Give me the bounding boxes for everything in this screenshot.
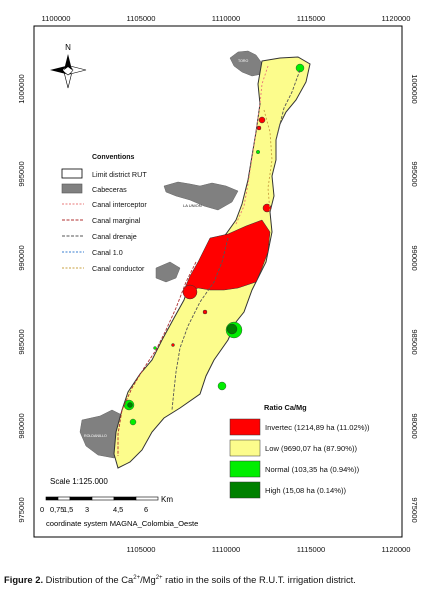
caption-prefix: Figure 2. xyxy=(4,574,44,585)
ratio-legend-item: Low (9690,07 ha (87.90%)) xyxy=(265,444,357,453)
conventions-title: Conventions xyxy=(92,154,134,161)
canal-drenaje-line xyxy=(171,237,229,411)
ratio-legend-item: Normal (103,35 ha (0.94%)) xyxy=(265,465,360,474)
map-figure: 1100000 1105000 1110000 1115000 1120000 11050… xyxy=(17,14,419,554)
y-tick-label-left: 990000 xyxy=(17,245,26,270)
y-tick-label-left: 975000 xyxy=(17,497,26,522)
outline-box-icon xyxy=(61,168,83,179)
high-areas xyxy=(127,323,238,408)
ratio-legend: Ratio Ca/Mg Invertec (1214,89 ha (11.02%… xyxy=(229,403,370,499)
conventions-item: Canal conductor xyxy=(92,264,145,273)
scale-bar-segments xyxy=(45,496,159,501)
caption-text-after: ratio in the soils of the R.U.T. irrigat… xyxy=(162,574,356,585)
canal-interceptor-line xyxy=(235,65,269,225)
caption-sup-2: 2+ xyxy=(155,574,163,581)
high-patch xyxy=(226,323,238,335)
normal-patch xyxy=(129,418,137,426)
normal-swatch xyxy=(229,460,261,478)
scale-bar: Scale 1:125.000 Km 0 0,75 1,5 3 4,5 6 co… xyxy=(40,477,198,528)
scale-tick: 3 xyxy=(85,505,89,514)
conventions-item: Canal 1.0 xyxy=(92,248,123,257)
coordinate-system-label: coordinate system MAGNA_Colombia_Oeste xyxy=(46,519,198,528)
scale-tick: 1,5 xyxy=(63,505,73,514)
x-tick-label-bottom: 1105000 xyxy=(127,545,156,554)
x-tick-label-bottom: 1110000 xyxy=(212,545,240,554)
scale-tick: 4,5 xyxy=(113,505,123,514)
y-tick-label-right: 1000000 xyxy=(410,74,419,104)
small-town-area xyxy=(155,261,181,283)
x-tick-label-top: 1105000 xyxy=(127,14,156,23)
x-tick-label-top: 1100000 xyxy=(42,14,71,23)
x-tick-label-top: 1120000 xyxy=(382,14,411,23)
north-label: N xyxy=(65,43,71,52)
low-swatch xyxy=(229,439,261,457)
toro-label: TORO xyxy=(238,59,249,63)
y-tick-label-left: 985000 xyxy=(17,329,26,354)
la-union-area xyxy=(163,181,239,211)
invertec-swatch xyxy=(229,418,261,436)
y-tick-label-left: 980000 xyxy=(17,413,26,438)
y-tick-label-left: 995000 xyxy=(17,161,26,186)
ratio-legend-item: Invertec (1214,89 ha (11.02%)) xyxy=(265,423,370,432)
y-tick-label-right: 980000 xyxy=(410,413,419,438)
normal-patch xyxy=(295,63,305,73)
invertec-patch xyxy=(262,203,272,213)
y-tick-label-right: 990000 xyxy=(410,245,419,270)
invertec-areas xyxy=(171,116,272,347)
conventions-legend: Conventions Limit district RUT Cabeceras… xyxy=(61,154,147,273)
la-union-label: LA UNION xyxy=(183,203,202,208)
caption-text-mid: /Mg xyxy=(140,574,156,585)
invertec-main-block xyxy=(183,219,271,293)
invertec-patch xyxy=(258,116,266,124)
conventions-item: Canal interceptor xyxy=(92,200,147,209)
x-tick-label-bottom: 1120000 xyxy=(382,545,411,554)
invertec-patch xyxy=(171,343,175,347)
caption-text-before: Distribution of the Ca xyxy=(43,574,134,585)
normal-patch xyxy=(256,149,261,154)
conventions-item: Cabeceras xyxy=(92,185,127,194)
ratio-legend-item: High (15,08 ha (0.14%)) xyxy=(265,486,347,495)
conventions-item: Canal marginal xyxy=(92,216,141,225)
x-tick-label-top: 1110000 xyxy=(212,14,240,23)
canals xyxy=(117,65,301,456)
x-tick-label-top: 1115000 xyxy=(297,14,325,23)
normal-patch xyxy=(217,381,227,391)
ratio-legend-title: Ratio Ca/Mg xyxy=(264,403,307,412)
scale-label: Scale 1:125.000 xyxy=(50,477,108,486)
y-tick-label-left: 1000000 xyxy=(17,74,26,104)
coordinate-ticks: 1100000 1105000 1110000 1115000 1120000 11050… xyxy=(17,14,419,554)
figure-caption: Figure 2. Distribution of the Ca2+/Mg2+ … xyxy=(4,574,434,585)
scale-tick: 0,75 xyxy=(50,505,64,514)
north-arrow-icon: N xyxy=(50,43,87,89)
invertec-patch xyxy=(182,284,198,300)
canal-drenaje-line xyxy=(275,69,301,141)
conventions-item: Limit district RUT xyxy=(92,170,147,179)
scale-tick: 0 xyxy=(40,505,44,514)
canal-marginal-line xyxy=(117,261,197,456)
gray-box-icon xyxy=(61,183,83,194)
y-tick-label-right: 995000 xyxy=(410,161,419,186)
x-tick-label-bottom: 1115000 xyxy=(297,545,325,554)
scale-tick: 6 xyxy=(144,505,148,514)
caption-sup-1: 2+ xyxy=(133,574,141,581)
high-patch xyxy=(127,402,133,408)
scale-unit: Km xyxy=(161,495,173,504)
invertec-patch xyxy=(256,125,262,131)
roldanillo-label: ROLDANILLO xyxy=(84,434,107,438)
y-tick-label-right: 975000 xyxy=(410,497,419,522)
invertec-patch xyxy=(202,309,208,315)
conventions-item: Canal drenaje xyxy=(92,232,137,241)
high-swatch xyxy=(229,481,261,499)
y-tick-label-right: 985000 xyxy=(410,329,419,354)
